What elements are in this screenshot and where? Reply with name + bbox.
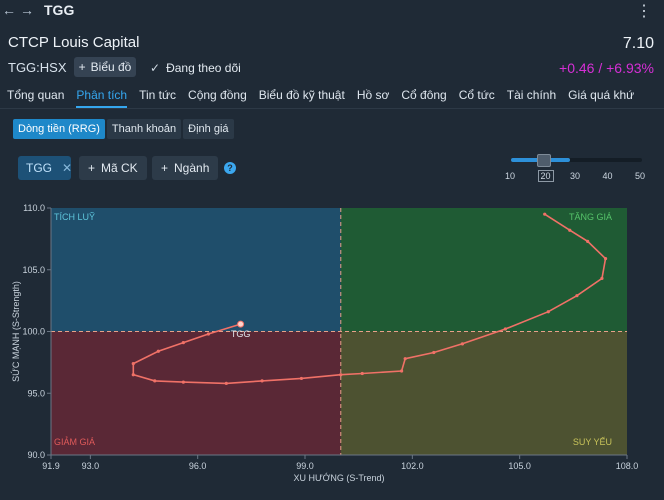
tab-item[interactable]: Tin tức <box>139 88 177 102</box>
rrg-trail-point <box>503 327 507 331</box>
rrg-trail-point <box>546 310 550 314</box>
tab-item[interactable]: Cổ tức <box>458 88 495 102</box>
chart-button-label: Biểu đồ <box>90 60 132 74</box>
forward-arrow-icon[interactable]: → <box>20 2 34 18</box>
rrg-trail-point <box>575 294 579 298</box>
tab-item[interactable]: Tài chính <box>506 88 557 102</box>
x-tick-label: 102.0 <box>401 461 424 471</box>
plus-icon: + <box>88 161 96 175</box>
quadrant-label-leading: TĂNG GIÁ <box>569 212 612 222</box>
rrg-trail-point <box>156 349 160 353</box>
add-stock-button[interactable]: + Mã CK <box>79 156 147 180</box>
y-tick-label: 95.0 <box>27 388 45 398</box>
current-price: 7.10 <box>622 35 654 52</box>
x-tick-label: 105.0 <box>508 461 531 471</box>
rrg-trail-point <box>586 239 590 243</box>
rrg-trail-point <box>360 371 364 376</box>
y-tick-label: 100.0 <box>22 327 45 337</box>
rrg-trail-point <box>403 357 407 361</box>
tab-item[interactable]: Phân tích <box>76 88 128 108</box>
series-point-label: TGG <box>231 329 251 339</box>
rrg-trail-point <box>153 379 157 383</box>
tabs-divider <box>0 108 664 109</box>
main-tabs: Tổng quan Phân tích Tin tức Cộng đồng Biểu đ… <box>7 88 646 108</box>
rrg-trail-point <box>260 379 264 383</box>
quadrant-leading <box>340 208 627 332</box>
rrg-trail-point <box>224 381 228 385</box>
y-axis-title: SỨC MẠNH (S-Strength) <box>11 281 21 382</box>
follow-toggle[interactable]: ✓ Đang theo dõi <box>150 61 241 75</box>
tab-item[interactable]: Hồ sơ <box>356 88 390 102</box>
quadrant-label-lagging: GIẢM GIÁ <box>54 436 95 447</box>
x-tick-label: 108.0 <box>616 461 639 471</box>
rrg-trail-point <box>600 276 604 280</box>
x-tick-label: 99.0 <box>296 461 314 471</box>
rrg-trail-point <box>460 342 465 346</box>
x-tick-label: 91.9 <box>42 461 60 471</box>
y-tick-label: 90.0 <box>27 450 45 460</box>
chip-label: TGG <box>26 161 52 175</box>
rrg-trail-point <box>299 376 304 381</box>
subtab-item[interactable]: Thanh khoản <box>106 119 182 139</box>
period-slider-track[interactable] <box>511 158 642 162</box>
chart-button[interactable]: + Biểu đồ <box>74 57 136 77</box>
slider-tick-label: 50 <box>635 171 646 181</box>
rrg-trail-point <box>206 332 211 336</box>
x-tick-label: 93.0 <box>82 461 100 471</box>
ticker-title: TGG <box>44 2 75 18</box>
add-sector-button[interactable]: + Ngành <box>152 156 219 180</box>
slider-tick-label: 10 <box>505 171 516 181</box>
rrg-trail-point <box>131 373 135 377</box>
exchange-code: TGG:HSX <box>8 60 67 75</box>
y-tick-label: 105.0 <box>22 265 45 275</box>
tab-item[interactable]: Cổ đông <box>401 88 447 102</box>
rrg-current-point <box>237 320 245 328</box>
rrg-trail-point <box>181 380 185 384</box>
quadrant-lagging <box>51 331 341 455</box>
add-sector-label: Ngành <box>174 161 210 175</box>
slider-tick-label: 40 <box>602 171 613 181</box>
slider-tick-label: 20 <box>537 170 554 182</box>
help-icon[interactable]: ? <box>224 162 236 174</box>
subtab-item[interactable]: Dòng tiền (RRG) <box>13 119 105 139</box>
plus-icon: + <box>78 60 86 74</box>
rrg-trail-point <box>400 369 404 373</box>
tab-item[interactable]: Giá quá khứ <box>568 88 635 102</box>
rrg-chart: 91.9 93.0 96.0 99.0 102.0 105.0 108.0 110.0 105.… <box>11 203 639 483</box>
tab-item[interactable]: Biểu đồ kỹ thuật <box>258 88 345 102</box>
close-icon[interactable]: ✕ <box>62 161 73 175</box>
rrg-trail-point <box>432 350 436 355</box>
rrg-trail-point <box>568 228 572 232</box>
rrg-trail-point <box>603 257 608 261</box>
more-menu-icon[interactable]: ⋮ <box>636 3 652 20</box>
tab-item[interactable]: Cộng đồng <box>188 88 247 102</box>
analysis-subtabs: Dòng tiền (RRG) Thanh khoản Định giá <box>13 119 236 139</box>
back-arrow-icon[interactable]: ← <box>2 2 16 18</box>
rrg-trail-point <box>543 212 547 216</box>
quadrant-weakening <box>340 331 627 455</box>
rrg-trail-point <box>131 362 135 366</box>
x-tick-label: 96.0 <box>189 461 207 471</box>
top-bar: ← → TGG ⋮ <box>0 0 664 20</box>
slider-tick-label: 30 <box>570 171 581 181</box>
quadrant-improving <box>51 208 341 332</box>
rrg-trail-point <box>181 341 185 345</box>
add-stock-label: Mã CK <box>101 161 138 175</box>
checkmark-icon: ✓ <box>150 61 161 75</box>
quadrant-label-weakening: SUY YẾU <box>573 437 612 447</box>
y-tick-label: 110.0 <box>23 203 45 213</box>
period-slider-handle[interactable] <box>537 154 551 167</box>
company-name: CTCP Louis Capital <box>8 34 140 51</box>
price-change: +0.46 / +6.93% <box>559 60 654 76</box>
x-axis-title: XU HƯỚNG (S-Trend) <box>293 473 384 483</box>
period-slider-labels: 10 20 30 40 50 <box>505 170 651 183</box>
selected-ticker-chip[interactable]: TGG ✕ <box>18 156 73 180</box>
rrg-trail-point <box>339 373 343 377</box>
quadrant-label-improving: TÍCH LUỸ <box>54 212 95 222</box>
tab-item[interactable]: Tổng quan <box>7 88 65 102</box>
follow-label: Đang theo dõi <box>166 61 241 75</box>
plus-icon: + <box>161 161 169 175</box>
subtab-item[interactable]: Định giá <box>183 119 234 139</box>
